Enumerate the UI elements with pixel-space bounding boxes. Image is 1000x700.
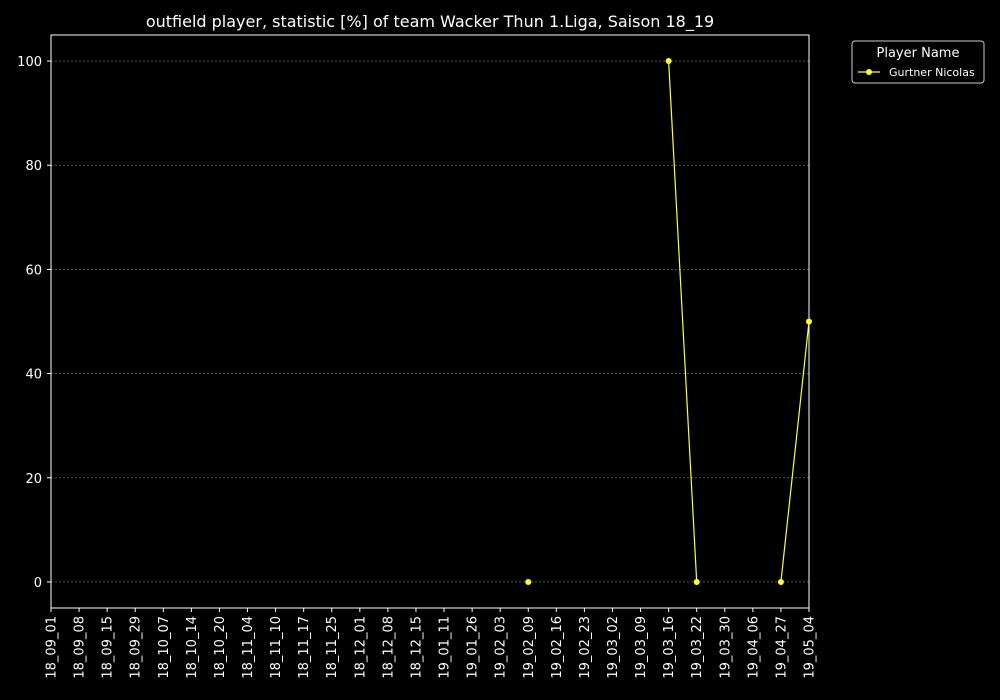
x-tick-label: 19_03_09: [634, 616, 649, 679]
x-tick-label: 19_03_30: [718, 616, 733, 679]
x-tick-label: 18_09_15: [101, 616, 116, 679]
y-tick-label: 40: [25, 368, 42, 383]
x-tick-label: 19_02_03: [494, 616, 509, 679]
series-line-segment: [668, 61, 698, 582]
x-tick-label: 19_05_04: [803, 616, 818, 679]
x-tick-label: 19_01_11: [438, 616, 453, 679]
x-tick-label: 19_03_16: [662, 616, 677, 679]
series-line-segment: [780, 321, 810, 583]
x-tick-label: 18_11_04: [241, 616, 256, 679]
x-tick-label: 18_09_08: [73, 616, 88, 679]
legend-box: [851, 40, 985, 84]
data-point: [777, 578, 784, 585]
legend-title: Player Name: [877, 46, 960, 61]
series-layer: [525, 58, 812, 585]
x-tick-label: 18_11_25: [325, 616, 340, 679]
x-tick-label: 19_03_02: [606, 616, 621, 679]
x-tick-label: 18_12_01: [353, 616, 368, 679]
x-tick-label: 18_10_20: [213, 616, 228, 679]
x-tick-label: 18_10_14: [185, 616, 200, 679]
x-tick-label: 18_09_29: [129, 616, 144, 679]
y-tick-label: 100: [17, 55, 42, 70]
data-point: [665, 58, 672, 65]
y-tick-label: 0: [34, 576, 42, 591]
x-tick-label: 18_12_15: [409, 616, 424, 679]
x-tick-label: 19_01_26: [466, 616, 481, 679]
y-tick-label: 80: [25, 159, 42, 174]
x-tick-label: 19_02_16: [550, 616, 565, 679]
legend: Player Name Gurtner Nicolas: [851, 40, 985, 84]
x-tick-label: 18_10_07: [157, 616, 172, 679]
x-tick-label: 18_12_08: [381, 616, 396, 679]
y-tick-label: 60: [25, 263, 42, 278]
x-tick-label: 19_03_22: [690, 616, 705, 679]
x-axis: 18_09_01 18_09_08 18_09_15 18_09_29 18_10_07…: [45, 608, 818, 679]
chart-title: outfield player, statistic [%] of team W…: [146, 12, 714, 32]
data-point: [693, 578, 700, 585]
x-tick-label: 19_02_09: [522, 616, 537, 679]
legend-label-gurtner-nicolas: Gurtner Nicolas: [889, 66, 975, 79]
y-axis: 0 20 40 60 80 100: [17, 55, 51, 591]
data-point: [806, 318, 812, 325]
x-tick-label: 19_04_06: [746, 616, 761, 679]
y-tick-label: 20: [25, 472, 42, 487]
x-tick-label: 18_11_10: [269, 616, 284, 679]
legend-point-marker: [866, 69, 872, 75]
x-tick-label: 19_04_27: [774, 616, 789, 679]
x-tick-label: 18_09_01: [45, 616, 60, 679]
data-point: [525, 578, 532, 585]
x-tick-label: 19_02_23: [578, 616, 593, 679]
x-tick-label: 18_11_17: [297, 616, 312, 679]
